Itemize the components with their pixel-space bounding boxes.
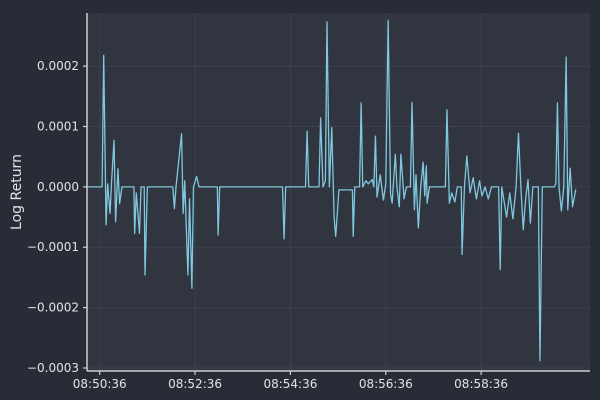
y-tick-label: −0.0003 <box>27 361 79 375</box>
y-tick-label: 0.0001 <box>37 119 79 133</box>
y-tick-label: −0.0002 <box>27 301 79 315</box>
x-tick-label: 08:56:36 <box>359 377 413 391</box>
x-tick-label: 08:50:36 <box>73 377 127 391</box>
y-tick-label: 0.0002 <box>37 59 79 73</box>
x-tick-label: 08:58:36 <box>454 377 508 391</box>
x-tick-label: 08:54:36 <box>263 377 317 391</box>
y-tick-label: 0.0000 <box>37 180 79 194</box>
y-tick-label: −0.0001 <box>27 240 79 254</box>
x-tick-label: 08:52:36 <box>168 377 222 391</box>
series-line <box>87 19 577 362</box>
